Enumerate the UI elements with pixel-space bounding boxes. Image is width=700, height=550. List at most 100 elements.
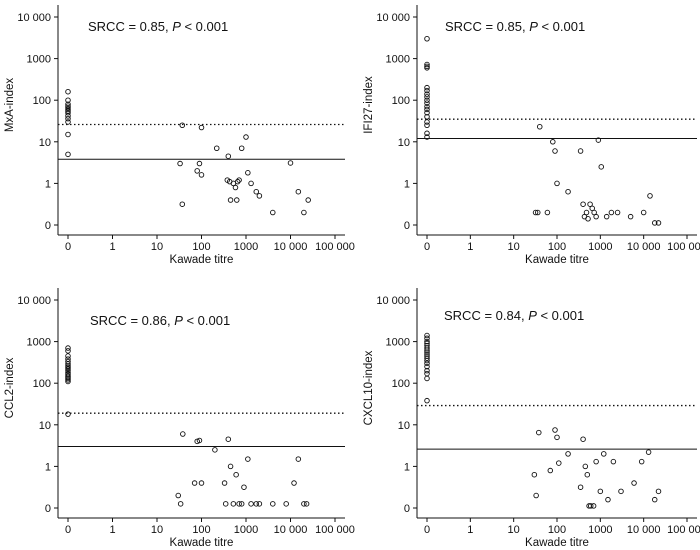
y-tick-label: 10 000 <box>376 12 410 24</box>
data-point <box>603 213 610 220</box>
x-tick-label: 1000 <box>234 524 258 536</box>
x-tick-label: 100 000 <box>315 524 355 536</box>
data-point <box>175 492 181 499</box>
data-point <box>303 501 310 507</box>
y-tick-label: 10 000 <box>17 12 51 24</box>
data-point <box>577 148 584 154</box>
data-point <box>227 197 234 203</box>
data-point <box>424 130 430 137</box>
data-point <box>552 427 558 433</box>
x-tick-label: 1000 <box>588 524 612 536</box>
x-tick-label: 10 000 <box>274 241 308 253</box>
data-point <box>610 458 617 465</box>
data-point <box>424 347 430 353</box>
y-tick-label: 10 <box>398 420 410 432</box>
data-point <box>590 503 597 509</box>
data-point <box>253 501 260 507</box>
x-tick-label: 100 <box>192 524 210 536</box>
data-point <box>291 480 297 486</box>
x-tick-label: 10 <box>151 241 163 253</box>
y-tick-label: 100 <box>33 378 51 390</box>
data-point <box>301 501 307 507</box>
y-tick-label: 10 <box>39 420 51 432</box>
data-point <box>236 501 242 507</box>
x-tick-label: 0 <box>65 524 71 536</box>
data-point <box>424 106 430 113</box>
annotation-p-symbol: P <box>172 19 181 34</box>
data-point <box>424 360 430 367</box>
data-point <box>424 338 430 345</box>
data-point <box>424 84 430 91</box>
x-tick-label: 10 <box>508 241 520 253</box>
data-point <box>179 122 186 128</box>
data-point <box>533 492 539 499</box>
y-axis-title: MxA-index <box>4 78 16 133</box>
annotation-suffix: < 0.001 <box>181 19 228 34</box>
data-point <box>65 345 71 351</box>
data-point <box>65 411 71 417</box>
y-tick-label: 1000 <box>27 54 51 66</box>
data-point <box>65 88 71 95</box>
annotation-prefix: SRCC = 0.86, <box>90 313 174 328</box>
x-tick-label: 10 000 <box>627 241 661 253</box>
data-point <box>233 471 239 478</box>
data-point <box>270 501 276 507</box>
data-point <box>605 496 611 503</box>
data-point <box>196 437 203 444</box>
data-point <box>552 148 558 154</box>
y-tick-label: 1 <box>404 178 410 190</box>
data-point <box>598 164 605 170</box>
data-point <box>655 220 662 226</box>
data-point <box>238 501 245 507</box>
chart-panel-mxa: 0 1 10 100 1000 10 000 100 000 0 1 10 100 1000 10 00… <box>4 5 355 266</box>
data-point <box>651 496 658 503</box>
data-point <box>194 168 200 174</box>
data-point <box>65 366 71 372</box>
data-point <box>227 463 234 470</box>
data-point <box>65 364 71 371</box>
data-point <box>424 351 430 357</box>
data-point <box>593 458 599 465</box>
y-tick-label: 1000 <box>386 54 410 66</box>
data-point <box>424 397 430 404</box>
data-point <box>424 134 430 140</box>
data-point <box>191 480 198 486</box>
data-point <box>301 209 307 216</box>
data-point <box>256 193 263 199</box>
data-point <box>222 501 229 507</box>
data-point <box>608 209 615 216</box>
y-tick-label: 1 <box>45 178 51 190</box>
data-point <box>645 449 652 455</box>
data-point <box>179 201 186 207</box>
data-point <box>65 113 71 119</box>
correlation-annotation: SRCC = 0.85, P < 0.001 <box>445 19 585 34</box>
data-point <box>424 36 430 42</box>
data-point <box>424 94 430 100</box>
data-point <box>225 153 232 159</box>
x-tick-label: 100 000 <box>667 241 700 253</box>
data-point <box>424 61 430 68</box>
data-point <box>234 178 241 185</box>
data-point <box>65 119 71 125</box>
data-point <box>177 160 183 167</box>
x-tick-label: 100 <box>192 241 210 253</box>
data-point <box>593 213 599 220</box>
annotation-p-symbol: P <box>528 308 537 323</box>
annotation-suffix: < 0.001 <box>538 19 585 34</box>
data-point <box>238 145 245 151</box>
data-point <box>547 467 554 474</box>
data-point <box>248 180 254 187</box>
annotation-p-symbol: P <box>174 313 183 328</box>
y-axis-title: IFI27-index <box>363 76 375 134</box>
y-tick-label: 0 <box>404 503 410 515</box>
data-point <box>580 436 586 442</box>
data-point <box>225 436 232 442</box>
data-point <box>582 463 589 470</box>
data-point <box>230 501 237 507</box>
data-point <box>532 209 539 216</box>
correlation-annotation: SRCC = 0.85, P < 0.001 <box>88 19 228 34</box>
data-point <box>424 114 430 120</box>
x-tick-label: 10 <box>508 524 520 536</box>
data-point <box>424 375 430 382</box>
data-point <box>305 197 311 203</box>
